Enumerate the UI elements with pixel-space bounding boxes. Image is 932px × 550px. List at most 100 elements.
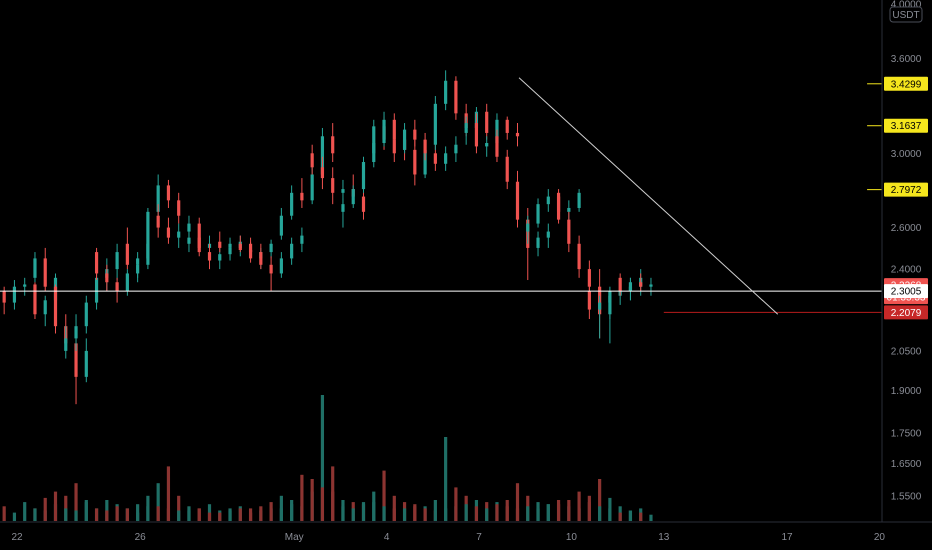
- volume-bar: [310, 479, 314, 521]
- volume-bar: [290, 500, 294, 521]
- volume-bar: [505, 500, 509, 521]
- candle: [505, 149, 509, 190]
- volume-bar: [618, 512, 622, 521]
- price-tick-label: 3.0000: [891, 149, 922, 160]
- volume-bar: [402, 508, 407, 521]
- price-tick-label: 2.0500: [891, 346, 922, 357]
- volume-bar: [444, 437, 448, 521]
- price-tag-value: 3.1637: [891, 121, 922, 132]
- price-tick-label: 1.9000: [891, 386, 922, 397]
- volume-bar: [136, 512, 140, 521]
- candle: [156, 204, 160, 238]
- volume-bar: [392, 508, 396, 521]
- candle: [269, 239, 273, 259]
- candle: [300, 227, 304, 253]
- candle: [290, 185, 294, 220]
- candle: [639, 273, 643, 292]
- volume-bar: [197, 508, 201, 521]
- volume-bar: [115, 506, 119, 521]
- volume-bar: [228, 510, 232, 521]
- volume-bar: [372, 502, 376, 521]
- candle: [618, 273, 622, 296]
- time-tick-label: 4: [384, 532, 390, 543]
- volume-bar: [567, 500, 571, 521]
- currency-badge[interactable]: USDT: [889, 6, 923, 23]
- volume-bar: [341, 506, 345, 521]
- candle: [331, 167, 335, 205]
- candle: [577, 189, 581, 212]
- candle: [413, 139, 417, 186]
- candle: [372, 136, 376, 161]
- time-tick-label: 10: [566, 532, 578, 543]
- volume-bar: [515, 483, 520, 521]
- candle: [546, 223, 550, 248]
- volume-bar: [156, 483, 160, 521]
- volume-bar: [238, 508, 242, 521]
- time-tick-label: 13: [658, 532, 670, 543]
- candle: [526, 215, 530, 244]
- volume-bar: [495, 504, 499, 521]
- volume-bar: [187, 510, 191, 521]
- candle: [187, 231, 191, 253]
- price-tags: 3.42993.16372.79722.326801:35:332.30052.…: [884, 76, 928, 320]
- candle: [115, 243, 119, 281]
- volume-bar: [279, 495, 283, 521]
- candle: [331, 123, 335, 163]
- volume-bar: [259, 506, 263, 521]
- trendline[interactable]: [518, 77, 779, 315]
- candle: [84, 338, 88, 383]
- candle: [536, 198, 540, 228]
- price-tag-value: 3.4299: [891, 79, 922, 90]
- time-tick-label: 26: [135, 532, 147, 543]
- volume-bar: [166, 466, 171, 521]
- candle: [495, 129, 499, 163]
- candle: [177, 223, 181, 248]
- volume-bar: [300, 474, 304, 521]
- volume-bar: [556, 504, 561, 521]
- price-tick-label: 1.7500: [891, 429, 922, 440]
- volume-bar: [207, 512, 212, 521]
- volume-bar: [74, 483, 78, 521]
- price-tag-value: 2.7972: [891, 185, 922, 196]
- volume-bar: [526, 506, 530, 521]
- price-tag-level-1: 3.4299: [884, 76, 928, 91]
- candle: [53, 284, 58, 334]
- candle: [567, 211, 571, 253]
- candle: [23, 277, 27, 296]
- time-tick-label: 22: [11, 532, 23, 543]
- candle: [413, 119, 417, 147]
- candle: [320, 156, 325, 190]
- volume-bar: [608, 508, 612, 521]
- volume-bar: [423, 508, 427, 521]
- candle: [587, 273, 591, 319]
- price-tag-level-2: 3.1637: [884, 118, 928, 133]
- candle: [474, 113, 479, 154]
- volume-bar: [105, 510, 109, 521]
- volume-bar: [351, 508, 355, 521]
- price-tick-label: 1.5500: [891, 492, 922, 503]
- volume-bar: [23, 502, 27, 521]
- candle: [125, 227, 129, 270]
- candle: [464, 116, 468, 145]
- candle: [33, 282, 37, 319]
- candle: [33, 252, 37, 283]
- candle: [546, 189, 550, 212]
- candle: [207, 243, 212, 270]
- candle: [177, 192, 181, 224]
- candle: [382, 111, 386, 147]
- candle: [536, 231, 540, 257]
- candle: [577, 235, 581, 278]
- volume-bar: [536, 508, 540, 521]
- time-tick-label: 17: [781, 532, 793, 543]
- candle: [556, 189, 561, 224]
- candle: [444, 70, 448, 111]
- volume-bar: [166, 508, 171, 521]
- candle: [279, 252, 283, 278]
- volume-bar: [433, 500, 437, 521]
- candle: [341, 198, 345, 228]
- currency-label: USDT: [892, 10, 919, 21]
- candle: [290, 237, 294, 265]
